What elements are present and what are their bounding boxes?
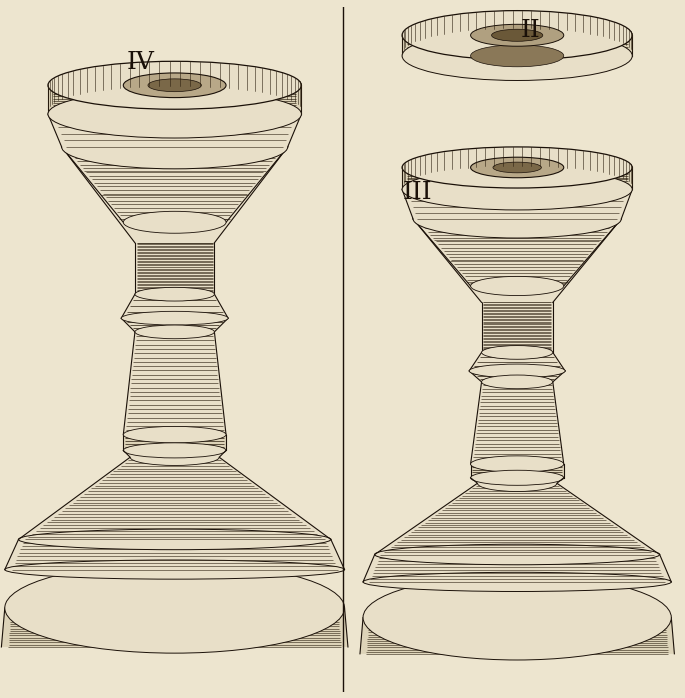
Ellipse shape: [477, 475, 557, 491]
Ellipse shape: [123, 73, 226, 98]
Ellipse shape: [471, 24, 564, 46]
Polygon shape: [123, 450, 226, 457]
Polygon shape: [1, 608, 348, 647]
Polygon shape: [18, 457, 331, 540]
Polygon shape: [62, 147, 288, 222]
Polygon shape: [471, 464, 564, 477]
Ellipse shape: [363, 575, 671, 660]
Ellipse shape: [148, 79, 201, 91]
Ellipse shape: [413, 200, 621, 238]
Polygon shape: [48, 85, 301, 114]
Ellipse shape: [471, 456, 564, 473]
Ellipse shape: [471, 470, 564, 485]
Ellipse shape: [469, 364, 565, 378]
Ellipse shape: [363, 572, 671, 591]
Polygon shape: [471, 382, 564, 464]
Ellipse shape: [5, 560, 345, 579]
Ellipse shape: [5, 563, 345, 653]
Polygon shape: [123, 435, 226, 450]
Ellipse shape: [471, 45, 564, 67]
Polygon shape: [360, 618, 674, 654]
Polygon shape: [5, 540, 345, 570]
Ellipse shape: [135, 325, 214, 339]
Polygon shape: [469, 371, 565, 382]
Ellipse shape: [123, 443, 226, 458]
Polygon shape: [363, 554, 671, 582]
Polygon shape: [402, 189, 632, 219]
Ellipse shape: [130, 449, 219, 466]
Ellipse shape: [471, 276, 564, 295]
Polygon shape: [413, 219, 621, 286]
Text: IV: IV: [127, 51, 154, 74]
Ellipse shape: [471, 157, 564, 178]
Polygon shape: [375, 483, 660, 554]
Ellipse shape: [135, 288, 214, 301]
Polygon shape: [62, 147, 288, 243]
Ellipse shape: [18, 529, 331, 550]
Ellipse shape: [121, 311, 228, 325]
Ellipse shape: [123, 211, 226, 233]
Polygon shape: [121, 318, 228, 332]
Polygon shape: [123, 332, 226, 435]
Ellipse shape: [48, 90, 301, 138]
Polygon shape: [402, 168, 632, 189]
Ellipse shape: [48, 61, 301, 110]
Ellipse shape: [493, 162, 541, 173]
Polygon shape: [48, 114, 301, 147]
Ellipse shape: [375, 544, 660, 565]
Polygon shape: [482, 302, 553, 352]
Ellipse shape: [402, 31, 632, 80]
Text: III: III: [403, 181, 433, 205]
Polygon shape: [121, 294, 228, 318]
Ellipse shape: [62, 125, 288, 169]
Polygon shape: [135, 243, 214, 294]
Polygon shape: [402, 36, 632, 56]
Polygon shape: [471, 477, 564, 483]
Polygon shape: [413, 219, 621, 302]
Ellipse shape: [402, 10, 632, 60]
Polygon shape: [469, 352, 565, 371]
Ellipse shape: [402, 169, 632, 210]
Ellipse shape: [123, 426, 226, 443]
Ellipse shape: [492, 29, 543, 41]
Ellipse shape: [482, 346, 553, 359]
Text: II: II: [521, 19, 540, 42]
Ellipse shape: [482, 375, 553, 389]
Ellipse shape: [402, 147, 632, 188]
